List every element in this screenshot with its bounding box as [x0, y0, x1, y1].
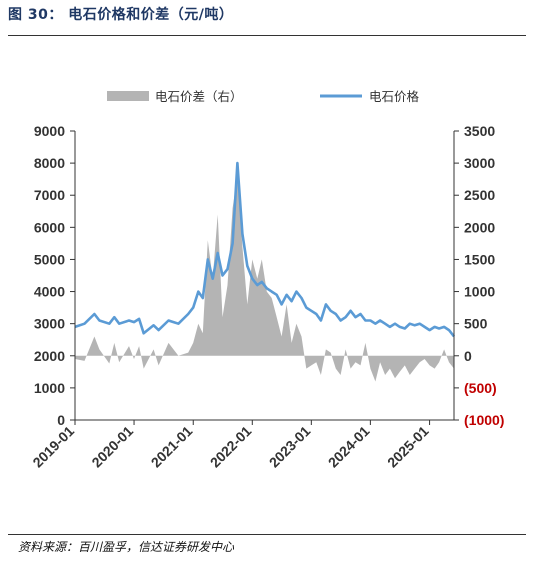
- right-tick-label: 2500: [464, 187, 495, 203]
- left-tick-label: 9000: [34, 123, 65, 139]
- x-tick-label: 2021-01: [148, 423, 196, 471]
- x-tick-label: 2022-01: [207, 423, 255, 471]
- left-tick-label: 2000: [34, 348, 65, 364]
- source-rule: [8, 534, 526, 535]
- legend-label-spread: 电石价差（右）: [155, 89, 243, 104]
- right-tick-label: 3000: [464, 155, 495, 171]
- x-tick-label: 2025-01: [384, 423, 432, 471]
- left-tick-label: 7000: [34, 187, 65, 203]
- figure-title: 图 30： 电石价格和价差（元/吨）: [8, 7, 234, 23]
- left-tick-label: 1000: [34, 380, 65, 396]
- left-tick-label: 8000: [34, 155, 65, 171]
- source-note: 资料来源：百川盈孚，信达证券研发中心: [18, 540, 235, 554]
- title-rule: [8, 35, 526, 36]
- x-tick-label: 2020-01: [88, 423, 136, 471]
- legend-swatch-spread: [107, 91, 149, 101]
- x-tick-label: 2019-01: [29, 423, 77, 471]
- right-tick-label: 3500: [464, 123, 495, 139]
- left-tick-label: 5000: [34, 251, 65, 267]
- right-tick-label: 1500: [464, 251, 495, 267]
- left-tick-label: 4000: [34, 284, 65, 300]
- x-tick-label: 2023-01: [266, 423, 314, 471]
- x-tick-label: 2024-01: [325, 423, 373, 471]
- right-tick-label: 1000: [464, 284, 495, 300]
- series-spread-area: [75, 176, 454, 382]
- right-tick-label: 500: [464, 316, 488, 332]
- left-tick-label: 0: [57, 412, 65, 428]
- series-price-line: [74, 161, 456, 338]
- left-tick-label: 3000: [34, 316, 65, 332]
- plot-area: 0100020003000400050006000700080009000(10…: [29, 123, 504, 470]
- left-tick-label: 6000: [34, 219, 65, 235]
- right-tick-label: 2000: [464, 219, 495, 235]
- right-tick-label: (500): [464, 380, 497, 396]
- chart-legend: 电石价差（右） 电石价格: [107, 89, 420, 104]
- legend-label-price: 电石价格: [369, 89, 420, 104]
- right-tick-label: 0: [464, 348, 472, 364]
- right-tick-label: (1000): [464, 412, 504, 428]
